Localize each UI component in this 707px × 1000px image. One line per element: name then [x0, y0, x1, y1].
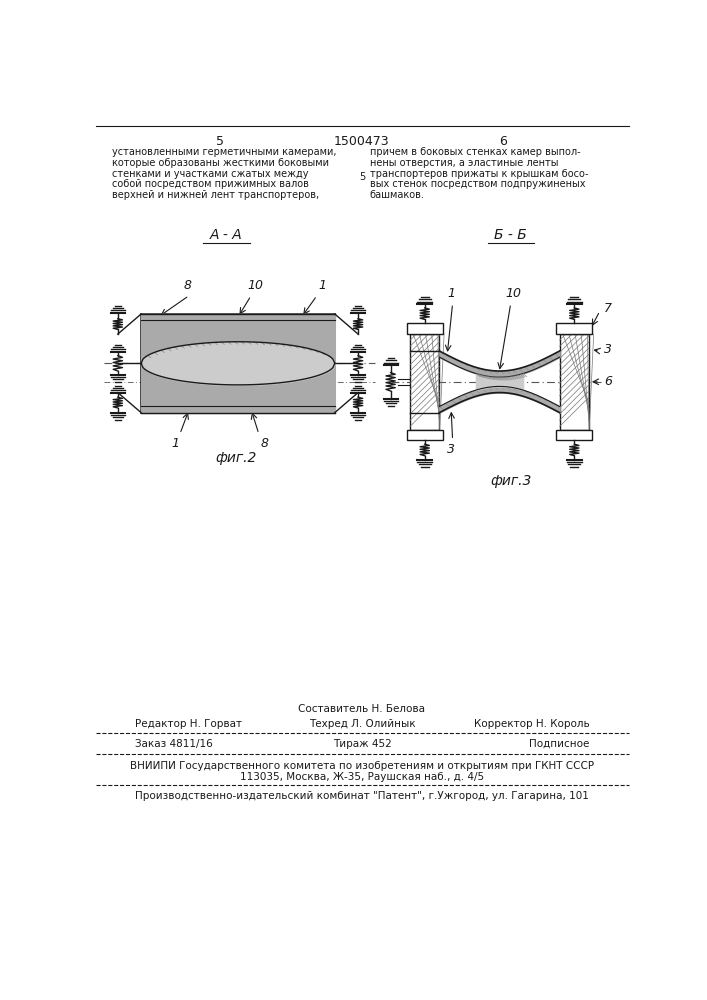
Text: Заказ 4811/16: Заказ 4811/16 [135, 739, 213, 749]
Text: 7: 7 [604, 302, 612, 315]
Text: 3: 3 [604, 343, 612, 356]
Text: 6: 6 [604, 375, 612, 388]
Bar [407, 430, 443, 440]
Bar [410, 334, 440, 430]
Text: нены отверстия, а эластиные ленты: нены отверстия, а эластиные ленты [370, 158, 559, 168]
Text: башмаков.: башмаков. [370, 190, 425, 200]
Text: вых стенок посредством подпружиненых: вых стенок посредством подпружиненых [370, 179, 585, 189]
Text: Редактор Н. Горват: Редактор Н. Горват [135, 719, 242, 729]
Text: 8: 8 [184, 279, 192, 292]
Text: 5: 5 [359, 172, 365, 182]
Text: 5: 5 [216, 135, 224, 148]
Text: 1: 1 [447, 287, 455, 300]
Text: Тираж 452: Тираж 452 [332, 739, 392, 749]
Text: причем в боковых стенках камер выпол-: причем в боковых стенках камер выпол- [370, 147, 580, 157]
Text: верхней и нижней лент транспортеров,: верхней и нижней лент транспортеров, [112, 190, 319, 200]
Text: собой посредством прижимных валов: собой посредством прижимных валов [112, 179, 308, 189]
Text: Корректор Н. Король: Корректор Н. Король [474, 719, 590, 729]
Text: стенками и участками сжатых между: стенками и участками сжатых между [112, 169, 308, 179]
Text: 1: 1 [318, 279, 327, 292]
Text: 113035, Москва, Ж-35, Раушская наб., д. 4/5: 113035, Москва, Ж-35, Раушская наб., д. … [240, 772, 484, 782]
Bar [559, 334, 589, 430]
Bar [141, 314, 335, 413]
Text: 1500473: 1500473 [334, 135, 390, 148]
Text: 10: 10 [505, 287, 521, 300]
Text: 6: 6 [499, 135, 507, 148]
Text: транспортеров прижаты к крышкам бoco-: транспортеров прижаты к крышкам бoco- [370, 169, 588, 179]
Text: которые образованы жесткими боковыми: которые образованы жесткими боковыми [112, 158, 329, 168]
Text: Подписное: Подписное [530, 739, 590, 749]
Text: 10: 10 [247, 279, 263, 292]
Text: 8: 8 [261, 437, 269, 450]
Text: Техред Л. Олийнык: Техред Л. Олийнык [309, 719, 415, 729]
Text: Составитель Н. Белова: Составитель Н. Белова [298, 704, 426, 714]
Text: А - А: А - А [210, 228, 243, 242]
Text: Производственно-издательский комбинат "Патент", г.Ужгород, ул. Гагарина, 101: Производственно-издательский комбинат "П… [135, 791, 589, 801]
Bar [556, 323, 592, 334]
Bar [407, 323, 443, 334]
Text: фиг.3: фиг.3 [490, 474, 532, 488]
Text: установленными герметичными камерами,: установленными герметичными камерами, [112, 147, 336, 157]
Text: 3: 3 [447, 443, 455, 456]
Text: ВНИИПИ Государственного комитета по изобретениям и открытиям при ГКНТ СССР: ВНИИПИ Государственного комитета по изоб… [130, 761, 594, 771]
Bar [556, 430, 592, 440]
Text: фиг.2: фиг.2 [215, 451, 257, 465]
Text: 1: 1 [171, 437, 179, 450]
Text: Б - Б: Б - Б [494, 228, 527, 242]
